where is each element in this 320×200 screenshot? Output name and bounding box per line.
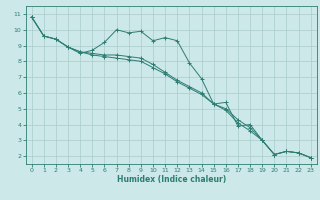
X-axis label: Humidex (Indice chaleur): Humidex (Indice chaleur) [116, 175, 226, 184]
